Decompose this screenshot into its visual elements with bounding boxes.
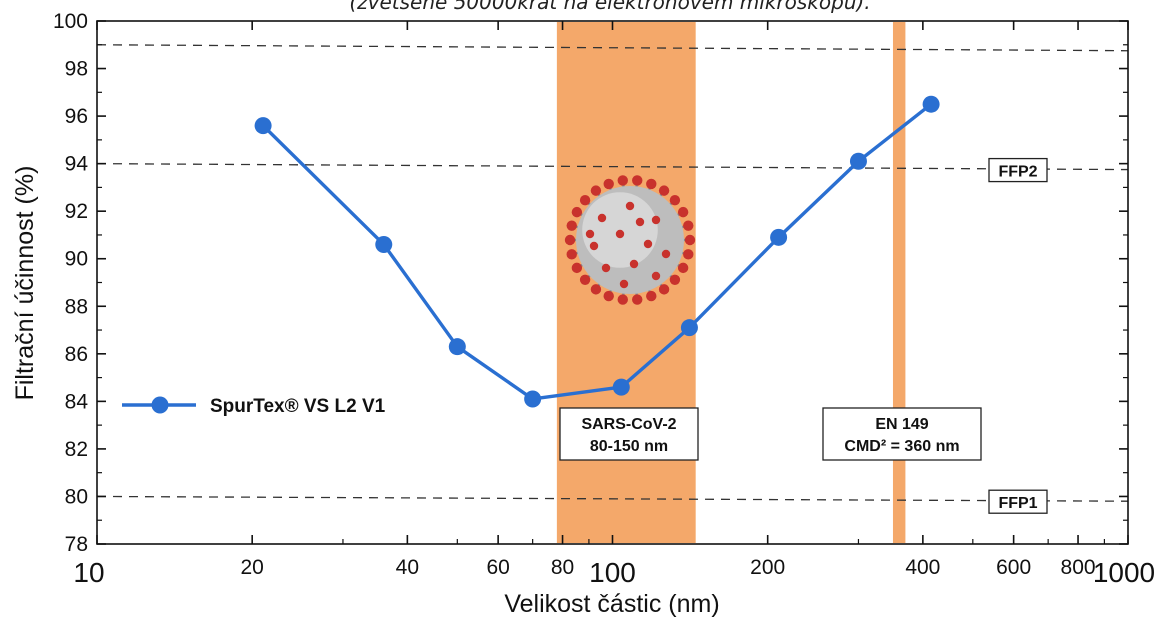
virus-spike-tip bbox=[566, 249, 577, 260]
y-axis-label: Filtrační účinnost (%) bbox=[11, 166, 39, 401]
virus-spike-tip bbox=[603, 290, 614, 302]
ref-label-text-ffp2: FFP2 bbox=[998, 164, 1037, 181]
virus-spike-tip bbox=[632, 294, 643, 305]
y-tick-label: 96 bbox=[65, 105, 88, 128]
virus-spike-tip bbox=[658, 185, 670, 196]
virus-surface-protein bbox=[643, 239, 653, 249]
x-tick-label: 20 bbox=[241, 556, 264, 579]
ref-label-text-ffp1: FFP1 bbox=[998, 495, 1037, 512]
data-point bbox=[770, 228, 788, 246]
sars-cov-2-virus-icon bbox=[564, 175, 696, 305]
virus-surface-protein bbox=[589, 241, 599, 251]
data-point bbox=[849, 152, 867, 170]
legend-swatch-marker bbox=[151, 396, 169, 414]
data-point bbox=[254, 117, 272, 135]
virus-surface-protein bbox=[597, 213, 607, 223]
data-point bbox=[680, 319, 698, 337]
virus-spike-tip bbox=[617, 294, 628, 305]
y-tick-label: 82 bbox=[65, 438, 88, 461]
x-tick-label: 800 bbox=[1061, 556, 1096, 579]
x-tick-label: 1000 bbox=[1093, 557, 1155, 588]
virus-spike-tip bbox=[669, 195, 681, 206]
virus-spike-tip bbox=[646, 178, 657, 190]
x-tick-label: 200 bbox=[750, 556, 785, 579]
y-tick-label: 78 bbox=[65, 533, 88, 556]
x-tick-label: 600 bbox=[996, 556, 1031, 579]
virus-surface-protein bbox=[651, 271, 661, 281]
data-point bbox=[375, 235, 393, 253]
virus-surface-protein bbox=[625, 201, 635, 211]
x-tick-label: 400 bbox=[905, 556, 940, 579]
ref-line-ffp2 bbox=[96, 162, 1129, 171]
virus-spike-tip bbox=[677, 206, 689, 218]
virus-surface-protein bbox=[619, 279, 629, 289]
virus-spike-tip bbox=[683, 249, 694, 260]
data-point bbox=[524, 390, 542, 408]
ref-label-box-ffp2 bbox=[988, 157, 1048, 183]
x-tick-label: 60 bbox=[486, 556, 509, 579]
data-point bbox=[922, 95, 940, 113]
chart-caption: (zvětšené 50000krát na elektronovém mikr… bbox=[349, 0, 870, 14]
virus-surface-protein bbox=[601, 263, 611, 273]
virus-spike-tip bbox=[571, 206, 583, 218]
x-tick-label: 40 bbox=[396, 556, 419, 579]
y-tick-label: 90 bbox=[65, 248, 88, 271]
virus-surface-protein bbox=[635, 217, 645, 227]
legend: SpurTex® VS L2 V1 bbox=[122, 396, 386, 417]
virus-spike-tip bbox=[646, 290, 657, 302]
virus-spike-tip bbox=[579, 195, 591, 206]
band-labels: SARS-CoV-2 80-150 nm EN 149 CMD² = 360 nm FF… bbox=[559, 157, 1048, 514]
y-tick-label: 84 bbox=[65, 390, 89, 413]
x-tick-label: 80 bbox=[551, 556, 574, 579]
band-label-box-en149 bbox=[822, 407, 982, 461]
y-tick-label: 80 bbox=[65, 485, 88, 508]
virus-spike-tip bbox=[603, 178, 614, 190]
y-tick-label: 88 bbox=[65, 295, 88, 318]
y-tick-label: 94 bbox=[65, 153, 89, 176]
virus-spike-tip bbox=[564, 234, 576, 246]
virus-spike-tip bbox=[617, 175, 628, 186]
legend-entry-label: SpurTex® VS L2 V1 bbox=[210, 396, 386, 417]
x-tick-label: 100 bbox=[589, 557, 636, 588]
band-label-text: SARS-CoV-2 bbox=[581, 416, 676, 433]
y-tick-label: 100 bbox=[53, 10, 88, 33]
virus-spike-tip bbox=[684, 234, 696, 246]
virus-surface-protein bbox=[585, 229, 595, 239]
virus-spike-tip bbox=[590, 284, 602, 295]
data-point bbox=[448, 338, 466, 356]
ref-line-ffp1 bbox=[96, 495, 1129, 502]
virus-surface-protein bbox=[615, 229, 625, 239]
virus-spike-tip bbox=[632, 175, 643, 186]
data-series bbox=[254, 95, 940, 408]
virus-spike-tip bbox=[566, 220, 577, 231]
y-tick-label: 92 bbox=[65, 200, 88, 223]
y-tick-label: 86 bbox=[65, 343, 88, 366]
virus-surface-protein bbox=[661, 249, 671, 259]
virus-spike-tip bbox=[579, 274, 591, 285]
band-en149 bbox=[892, 22, 906, 543]
virus-spike-tip bbox=[683, 220, 694, 231]
virus-spike-tip bbox=[658, 284, 670, 295]
reference-lines bbox=[96, 44, 1129, 502]
virus-surface-protein bbox=[651, 215, 661, 225]
ref-line-ffp99 bbox=[96, 44, 1129, 52]
x-axis-label: Velikost částic (nm) bbox=[504, 590, 719, 618]
data-point bbox=[612, 378, 630, 396]
x-tick-label: 10 bbox=[73, 557, 104, 588]
virus-spike-tip bbox=[590, 185, 602, 196]
band-label-box-sars bbox=[559, 407, 699, 461]
virus-spike-tip bbox=[571, 262, 583, 274]
ref-label-box-ffp1 bbox=[988, 489, 1048, 514]
virus-spike-tip bbox=[669, 274, 681, 285]
band-label-text: 80-150 nm bbox=[590, 438, 668, 455]
band-label-text: CMD² = 360 nm bbox=[844, 438, 959, 455]
virus-spike-tip bbox=[677, 262, 689, 274]
band-label-text: EN 149 bbox=[875, 416, 928, 433]
virus-surface-protein bbox=[629, 259, 639, 269]
y-tick-label: 98 bbox=[65, 58, 88, 81]
